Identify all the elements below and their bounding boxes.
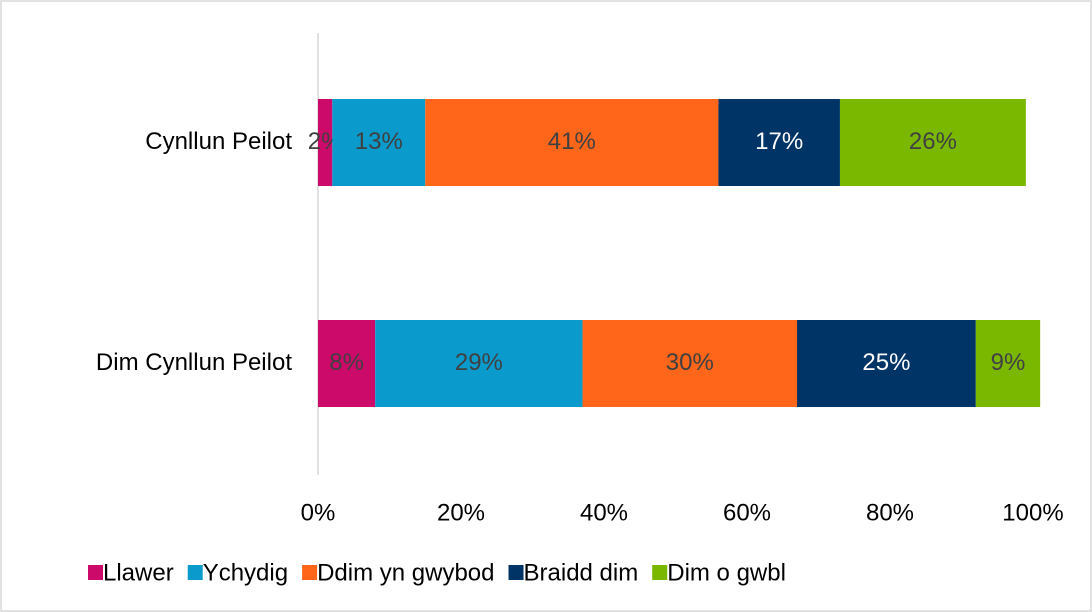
legend-label: Braidd dim <box>524 559 639 586</box>
data-label: 17% <box>755 128 803 155</box>
legend-swatch <box>302 565 318 580</box>
data-label: 9% <box>991 349 1026 376</box>
legend-label: Dim o gwbl <box>667 559 786 586</box>
bar-segment <box>318 99 333 186</box>
x-tick-label: 20% <box>437 499 485 526</box>
legend-label: Ddim yn gwybod <box>317 559 494 586</box>
bar-segment <box>425 99 719 186</box>
legend-swatch <box>187 565 203 580</box>
data-label: 26% <box>909 128 957 155</box>
legend-label: Llawer <box>103 559 174 586</box>
bar-segment <box>318 320 376 407</box>
bar-segment <box>839 99 1026 186</box>
legend-swatch <box>652 565 668 580</box>
data-label: 29% <box>455 349 503 376</box>
x-tick-label: 80% <box>866 499 914 526</box>
bar-segment <box>332 99 426 186</box>
bar-segment <box>582 320 798 407</box>
x-tick-label: 40% <box>580 499 628 526</box>
y-tick-label: Cynllun Peilot <box>145 128 292 155</box>
y-tick-label: Dim Cynllun Peilot <box>96 349 292 376</box>
bar-segment <box>797 320 976 407</box>
x-tick-label: 0% <box>301 499 336 526</box>
legend-label: Ychydig <box>203 559 288 586</box>
x-tick-label: 60% <box>723 499 771 526</box>
legend-swatch <box>508 565 524 580</box>
data-label: 8% <box>329 349 364 376</box>
data-label: 30% <box>666 349 714 376</box>
data-label: 25% <box>862 349 910 376</box>
data-label: 13% <box>355 128 403 155</box>
bar-segment <box>375 320 583 407</box>
bar-segment <box>975 320 1041 407</box>
data-label: 41% <box>548 128 596 155</box>
x-tick-label: 100% <box>1002 499 1063 526</box>
legend-swatch <box>88 565 103 580</box>
bar-segment <box>718 99 840 186</box>
